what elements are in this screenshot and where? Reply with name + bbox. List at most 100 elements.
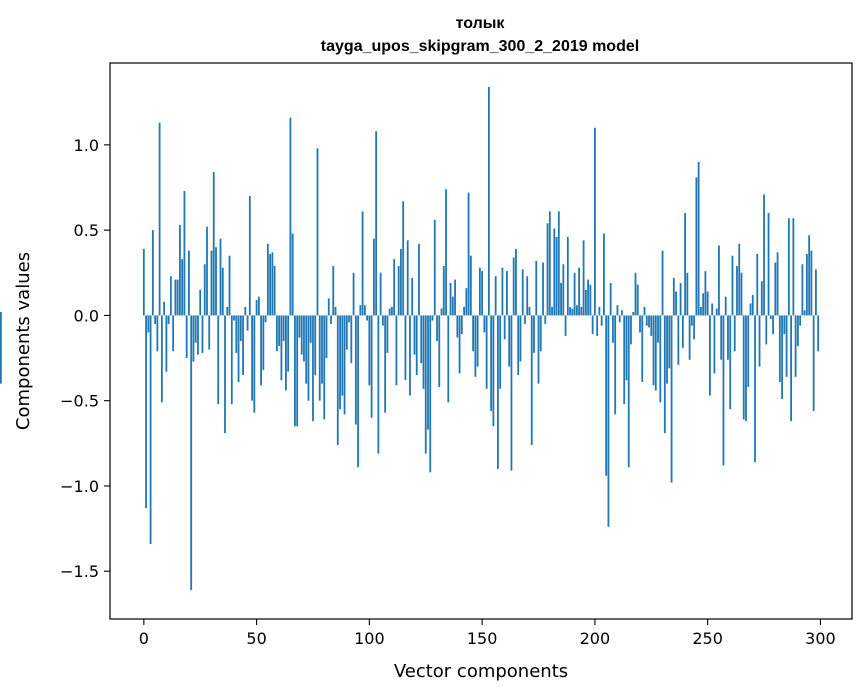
x-tick-label: 100: [354, 629, 385, 648]
bar: [361, 211, 364, 316]
bar: [366, 315, 368, 321]
x-tick-label: 300: [805, 629, 836, 648]
bar: [379, 272, 382, 316]
bar: [246, 315, 249, 331]
bar: [571, 308, 574, 316]
bar: [406, 240, 409, 316]
bar: [702, 293, 705, 316]
bar: [172, 315, 175, 352]
y-tick-label: −1.5: [60, 562, 99, 581]
bar: [269, 254, 272, 316]
bar: [397, 265, 400, 316]
bar: [176, 279, 179, 316]
bar: [199, 289, 202, 316]
bar: [659, 315, 662, 403]
bar: [384, 315, 387, 413]
bar: [273, 265, 276, 316]
bar: [420, 315, 423, 364]
bar: [242, 315, 244, 376]
bar: [598, 306, 601, 316]
bar: [632, 312, 635, 316]
bar: [341, 315, 344, 396]
bar: [260, 315, 262, 386]
x-tick-label: 50: [246, 629, 266, 648]
bar: [699, 306, 702, 316]
bar: [156, 315, 159, 352]
bar: [449, 283, 452, 316]
bar: [614, 315, 617, 415]
bar: [605, 315, 608, 476]
bar: [330, 315, 332, 324]
bar: [323, 315, 326, 420]
bar: [555, 236, 558, 316]
bar: [201, 315, 204, 353]
bar: [257, 296, 260, 316]
bar: [402, 201, 405, 316]
bar: [472, 315, 474, 352]
bar: [372, 238, 375, 316]
bar: [490, 315, 493, 411]
bar: [307, 315, 310, 401]
bar: [526, 276, 529, 316]
bar: [551, 306, 553, 316]
bar: [573, 272, 576, 316]
bar: [476, 315, 479, 367]
bar: [298, 315, 301, 338]
y-tick-label: 1.0: [74, 136, 99, 155]
x-tick-label: 250: [692, 629, 723, 648]
bar: [210, 250, 213, 316]
bar: [158, 122, 161, 316]
bar: [625, 315, 628, 381]
bar: [790, 315, 792, 422]
bar: [167, 315, 170, 324]
bar: [248, 196, 251, 316]
bar: [519, 315, 522, 362]
bar: [600, 315, 603, 326]
bar: [228, 255, 231, 316]
bar: [711, 303, 714, 316]
bar: [749, 303, 752, 316]
bar: [278, 315, 281, 347]
bar: [316, 148, 319, 316]
bar: [801, 264, 804, 316]
bar: [607, 315, 610, 527]
bar: [352, 272, 355, 316]
bar: [190, 315, 193, 591]
bar: [706, 291, 709, 316]
bar: [350, 315, 353, 364]
bar: [760, 281, 763, 316]
bar: [503, 315, 506, 340]
bar: [487, 86, 490, 316]
bar: [386, 315, 389, 353]
bar: [454, 279, 456, 316]
bar: [589, 284, 592, 316]
bar: [142, 248, 145, 316]
x-tick-label: 200: [580, 629, 611, 648]
bar: [348, 315, 350, 323]
bar: [661, 250, 664, 316]
bar: [688, 315, 691, 360]
bar: [569, 306, 571, 316]
y-axis-ticks: 1.0 0.5 0.0 −0.5 −1.0 −1.5: [60, 136, 110, 581]
bar: [145, 315, 147, 509]
bar: [431, 315, 434, 321]
bar: [663, 315, 666, 434]
bar: [442, 265, 445, 316]
bar: [469, 255, 472, 316]
bar: [751, 294, 754, 316]
bar: [724, 296, 727, 316]
bar: [339, 315, 341, 410]
bar: [497, 315, 499, 469]
bar: [670, 315, 673, 483]
bar: [285, 315, 287, 391]
y-tick-label: 0.5: [74, 221, 99, 240]
bar: [296, 315, 299, 427]
bar: [815, 269, 817, 316]
bar: [578, 267, 580, 316]
bar: [756, 254, 759, 316]
bar: [363, 305, 366, 316]
bar: [758, 315, 761, 367]
bar: [508, 315, 511, 367]
bar: [282, 315, 285, 341]
bar: [668, 315, 671, 369]
